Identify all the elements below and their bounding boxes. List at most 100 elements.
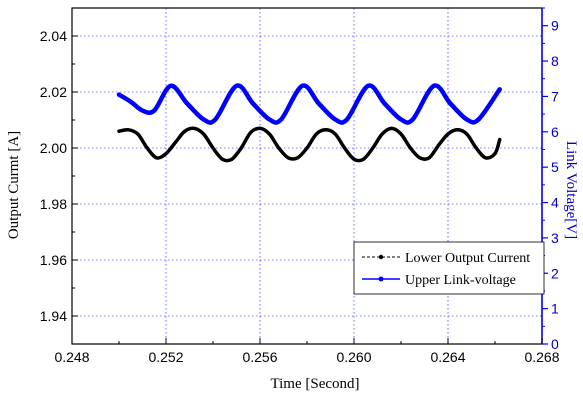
point-lower-output-current [173,140,177,144]
legend: Lower Output Current Upper Link-voltage [353,241,545,295]
x-tick-label: 0.264 [430,349,465,365]
point-lower-output-current [211,146,215,150]
point-upper-link-voltage [366,83,371,88]
x-axis-title: Time [Second] [270,376,359,392]
point-upper-link-voltage [201,117,206,122]
point-upper-link-voltage [382,101,387,106]
point-lower-output-current [117,129,121,133]
point-lower-output-current [399,132,403,136]
point-upper-link-voltage [316,101,321,106]
legend-label-voltage: Upper Link-voltage [405,273,516,288]
point-lower-output-current [164,152,168,156]
y-tick-label: 2.02 [40,84,67,100]
y2-tick-label: 8 [551,53,559,69]
y2-tick-label: 2 [551,265,559,281]
legend-box [353,241,545,295]
point-lower-output-current [249,131,253,135]
point-lower-output-current [408,146,412,150]
line-lower-output-current [117,126,502,163]
point-lower-output-current [296,156,300,160]
point-lower-output-current [455,128,459,132]
point-upper-link-voltage [279,117,284,122]
point-lower-output-current [155,156,159,160]
point-lower-output-current [126,128,130,132]
point-lower-output-current [352,157,356,161]
y2-tick-label: 3 [551,230,559,246]
point-lower-output-current [230,157,234,161]
y2-tick-label: 7 [551,88,559,104]
point-lower-output-current [286,156,290,160]
point-lower-output-current [324,128,328,132]
x-tick-label: 0.260 [336,349,371,365]
point-upper-link-voltage [410,117,415,122]
point-lower-output-current [267,132,271,136]
legend-marker-voltage [378,276,384,282]
line-upper-link-voltage [116,83,502,125]
x-tick-label: 0.252 [148,349,183,365]
point-upper-link-voltage [140,108,145,113]
point-lower-output-current [484,156,488,160]
x-tick-label: 0.256 [242,349,277,365]
point-lower-output-current [390,126,394,130]
point-lower-output-current [258,126,262,130]
point-lower-output-current [277,146,281,150]
point-lower-output-current [202,132,206,136]
point-upper-link-voltage [448,101,453,106]
point-lower-output-current [498,138,502,142]
point-upper-link-voltage [333,117,338,122]
point-lower-output-current [371,146,375,150]
point-lower-output-current [380,132,384,136]
point-upper-link-voltage [431,83,436,88]
point-upper-link-voltage [300,83,305,88]
point-upper-link-voltage [234,83,239,88]
point-lower-output-current [192,126,196,130]
point-upper-link-voltage [267,117,272,122]
point-lower-output-current [239,146,243,150]
x-tick-label: 0.248 [54,349,89,365]
y2-tick-label: 6 [551,124,559,140]
point-upper-link-voltage [152,108,157,113]
point-lower-output-current [220,157,224,161]
y-tick-label: 2.00 [40,140,67,156]
point-upper-link-voltage [168,83,173,88]
x-tick-label: 0.268 [524,349,559,365]
y2-tick-label: 5 [551,159,559,175]
point-upper-link-voltage [250,101,255,106]
legend-marker-current [378,254,384,260]
point-lower-output-current [305,146,309,150]
point-lower-output-current [446,132,450,136]
point-lower-output-current [343,146,347,150]
series-layer [116,83,502,163]
point-upper-link-voltage [476,117,481,122]
point-upper-link-voltage [497,87,502,92]
y-axis-title: Output Curmt [A] [6,131,22,239]
y-tick-label: 2.04 [40,28,67,44]
point-upper-link-voltage [464,117,469,122]
point-lower-output-current [333,132,337,136]
y2-tick-label: 9 [551,18,559,34]
y2-tick-label: 4 [551,195,559,211]
axis-ticks: 0.248 0.252 0.256 0.260 0.264 0.268 1.94 1.96 1.… [40,7,560,365]
y-tick-label: 1.94 [40,308,67,324]
point-lower-output-current [136,132,140,136]
point-lower-output-current [145,146,149,150]
point-lower-output-current [361,157,365,161]
series-current [117,126,502,163]
legend-label-current: Lower Output Current [405,251,530,266]
point-lower-output-current [314,132,318,136]
point-upper-link-voltage [128,99,133,104]
y2-tick-label: 1 [551,301,559,317]
point-lower-output-current [183,129,187,133]
y2-axis-title: Link Voltage[V] [563,141,579,239]
point-upper-link-voltage [117,92,121,97]
point-lower-output-current [418,156,422,160]
point-lower-output-current [474,146,478,150]
point-lower-output-current [437,143,441,147]
point-lower-output-current [493,152,497,156]
point-upper-link-voltage [213,117,218,122]
series-voltage [116,83,502,125]
y2-tick-label: 0 [551,336,559,352]
point-upper-link-voltage [344,117,349,122]
y-tick-label: 1.98 [40,196,67,212]
